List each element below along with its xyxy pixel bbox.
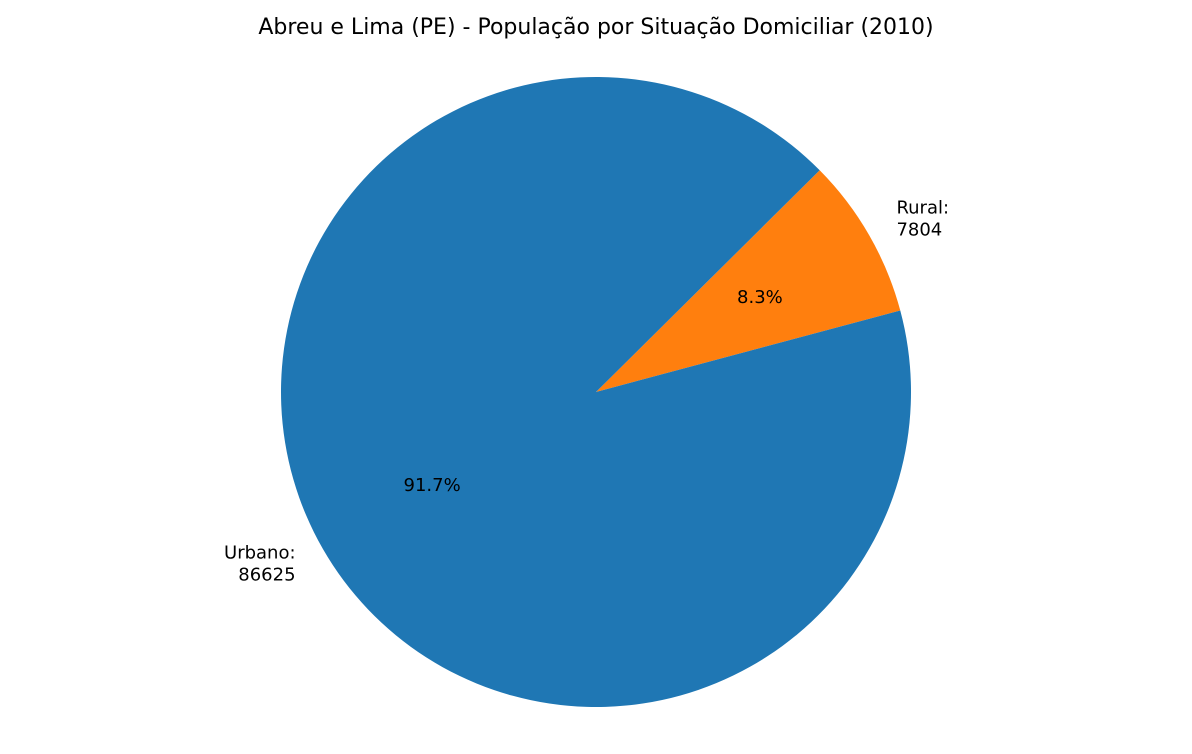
pie-category-label-rural: Rural: 7804 (896, 197, 949, 240)
pie-category-label-line: 7804 (896, 219, 942, 240)
pie-percent-label-rural: 8.3% (737, 287, 783, 308)
pie-slice-rural (596, 170, 901, 392)
pie-category-label-urbano: Urbano: 86625 (224, 543, 296, 586)
pie-percent-label-urbano: 91.7% (404, 475, 461, 496)
pie-slice-urbano (281, 77, 912, 708)
pie-labels: 8.3% Rural: 7804 91.7% Urbano: 86625 (224, 197, 949, 585)
pie-category-label-line: Rural: (896, 197, 949, 218)
pie-category-label-line: Urbano: (224, 543, 296, 564)
pie-category-label-line: 86625 (238, 565, 295, 586)
pie-slices (281, 77, 912, 708)
chart-title: Abreu e Lima (PE) - População por Situaç… (258, 15, 933, 40)
